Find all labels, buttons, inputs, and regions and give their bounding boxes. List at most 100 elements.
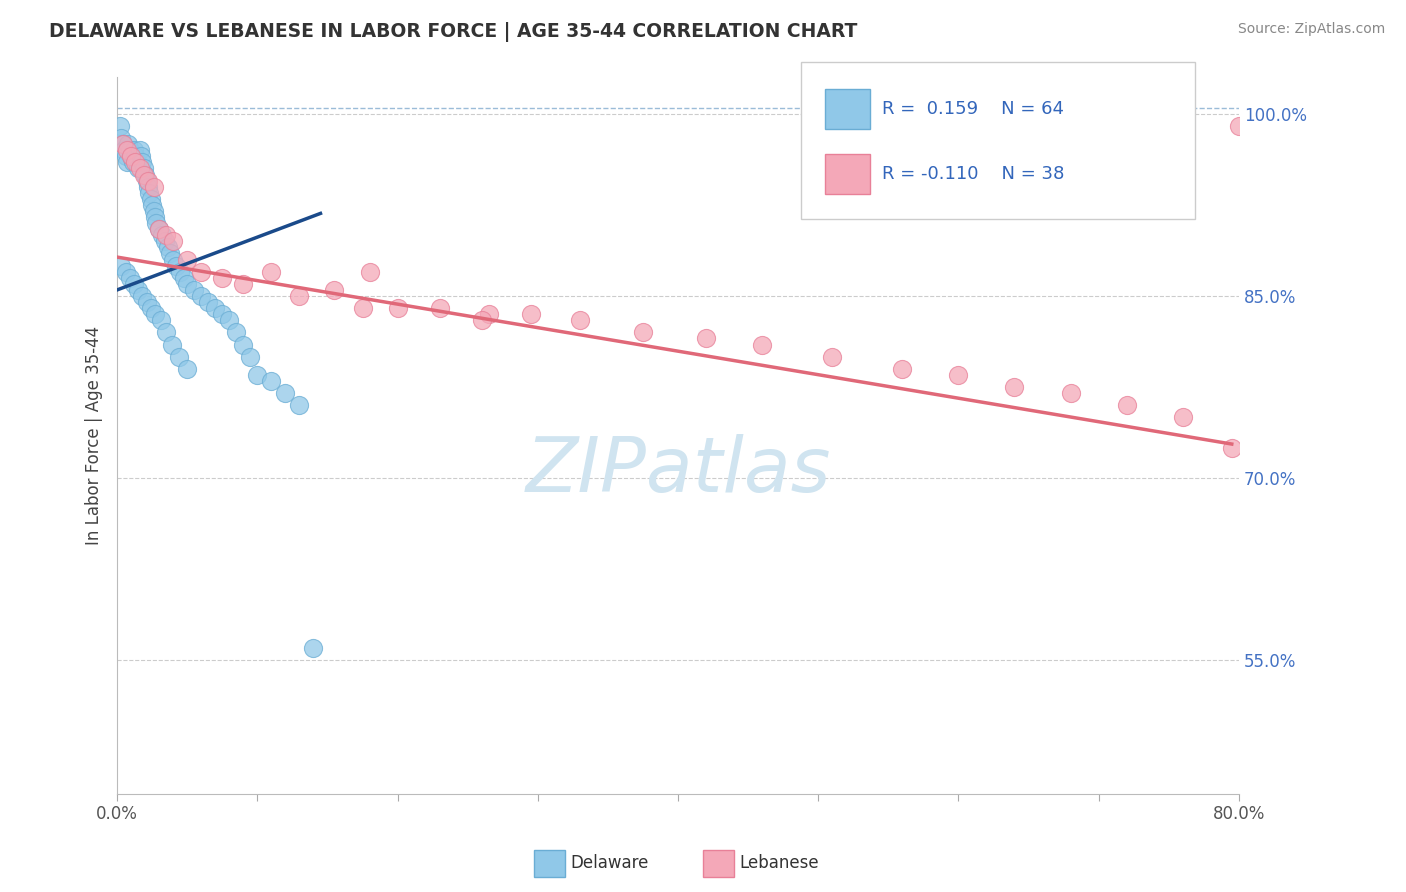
Point (695, 331, 717, 345)
Point (155, 228, 177, 243)
Point (114, 149, 136, 163)
Point (352, 301, 374, 315)
Point (429, 301, 451, 315)
Point (821, 350, 844, 364)
Point (520, 307, 543, 321)
Point (145, 216, 167, 230)
Point (135, 295, 157, 310)
Point (197, 295, 219, 310)
Text: Source: ZipAtlas.com: Source: ZipAtlas.com (1237, 22, 1385, 37)
Point (323, 283, 346, 297)
Point (117, 137, 139, 152)
Point (155, 326, 177, 340)
Y-axis label: In Labor Force | Age 35-44: In Labor Force | Age 35-44 (86, 326, 103, 545)
Point (1004, 380, 1026, 394)
Point (173, 270, 195, 285)
Point (122, 277, 145, 291)
Point (176, 277, 198, 291)
Point (134, 168, 156, 182)
Point (190, 289, 212, 303)
Point (115, 143, 138, 157)
Point (631, 326, 654, 340)
Point (167, 350, 190, 364)
Point (143, 307, 166, 321)
Point (162, 235, 184, 249)
Point (176, 252, 198, 267)
Point (135, 173, 157, 187)
Point (111, 137, 134, 152)
Point (142, 204, 165, 219)
Point (260, 265, 283, 279)
Point (1220, 441, 1243, 455)
Point (124, 149, 146, 163)
Point (225, 326, 247, 340)
Point (138, 186, 160, 200)
Point (110, 131, 132, 145)
Point (211, 270, 233, 285)
Point (118, 143, 141, 157)
Point (232, 337, 254, 351)
Point (150, 228, 173, 243)
Point (111, 137, 134, 152)
Point (153, 235, 176, 249)
Point (568, 313, 591, 327)
Point (471, 313, 494, 327)
Point (127, 283, 149, 297)
Point (132, 161, 155, 176)
Point (143, 210, 166, 224)
Point (1171, 410, 1194, 425)
Point (136, 179, 159, 194)
Point (204, 301, 226, 315)
Point (139, 301, 162, 315)
Point (131, 289, 153, 303)
Point (211, 307, 233, 321)
Point (124, 155, 146, 169)
Point (183, 283, 205, 297)
Point (148, 222, 170, 236)
Point (149, 313, 172, 327)
Point (478, 307, 501, 321)
Point (112, 143, 135, 157)
Point (165, 259, 187, 273)
Text: Lebanese: Lebanese (740, 855, 820, 872)
Point (162, 252, 184, 267)
Point (302, 640, 325, 655)
Point (125, 155, 148, 169)
Point (142, 179, 165, 194)
Point (115, 155, 138, 169)
Point (110, 259, 132, 273)
Point (190, 265, 212, 279)
Point (139, 192, 162, 206)
Text: DELAWARE VS LEBANESE IN LABOR FORCE | AGE 35-44 CORRELATION CHART: DELAWARE VS LEBANESE IN LABOR FORCE | AG… (49, 22, 858, 42)
Point (128, 143, 150, 157)
Point (136, 173, 159, 187)
Point (274, 386, 297, 401)
Point (122, 143, 145, 157)
Point (1115, 398, 1137, 412)
Point (156, 240, 179, 254)
Point (1227, 119, 1250, 133)
Point (359, 265, 381, 279)
Text: R = -0.110    N = 38: R = -0.110 N = 38 (882, 165, 1064, 183)
Point (239, 350, 262, 364)
Point (108, 119, 131, 133)
Point (129, 149, 152, 163)
Point (121, 155, 143, 169)
Point (751, 337, 773, 351)
Point (948, 368, 970, 382)
Text: R =  0.159    N = 64: R = 0.159 N = 64 (882, 100, 1063, 118)
Point (120, 149, 142, 163)
Point (232, 277, 254, 291)
Point (120, 149, 142, 163)
Point (128, 161, 150, 176)
Point (141, 198, 163, 212)
Point (131, 155, 153, 169)
Point (132, 168, 155, 182)
Point (891, 361, 914, 376)
Point (148, 222, 170, 236)
Point (160, 337, 183, 351)
Point (288, 398, 311, 412)
Point (288, 289, 311, 303)
Point (118, 270, 141, 285)
Point (1059, 386, 1081, 401)
